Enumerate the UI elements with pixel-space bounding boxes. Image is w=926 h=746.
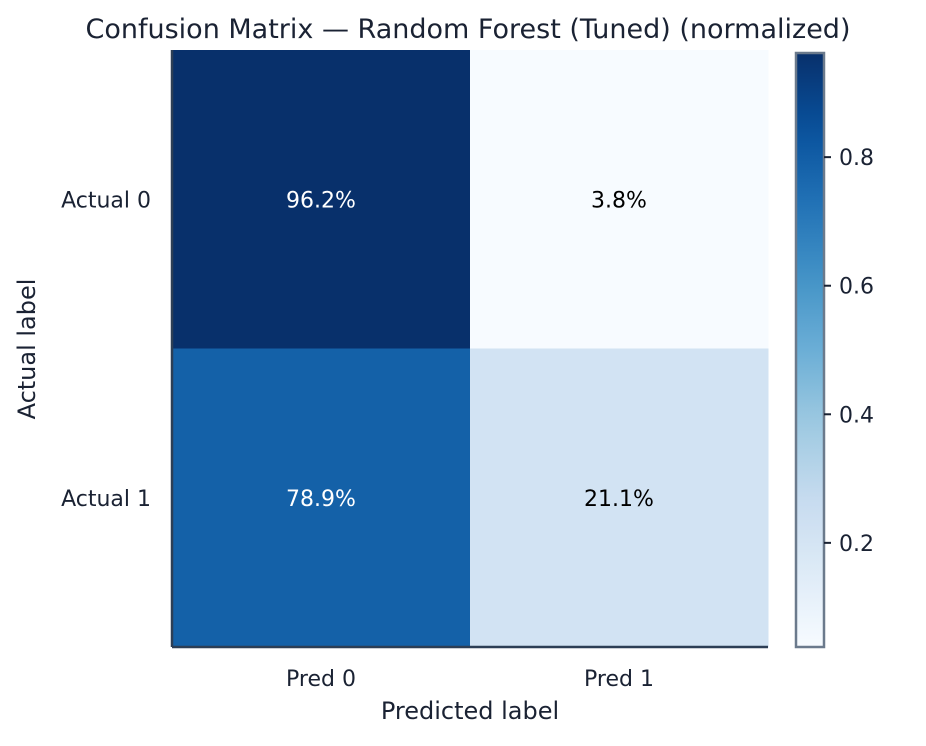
- colorbar-ticks: 0.2 0.4 0.6 0.8: [824, 146, 874, 557]
- x-tick-label-1: Pred 1: [584, 667, 654, 692]
- chart-title: Confusion Matrix — Random Forest (Tuned)…: [86, 14, 851, 45]
- cell-label-r1-c1: 21.1%: [584, 487, 654, 512]
- colorbar-tick-label-3: 0.8: [839, 146, 874, 171]
- cell-label-r1-c0: 78.9%: [286, 487, 356, 512]
- cell-r1-c1: [470, 348, 769, 648]
- colorbar-border: [794, 51, 826, 649]
- cell-label-r0-c0: 96.2%: [286, 188, 356, 213]
- colorbar-gradient: [796, 53, 824, 647]
- cell-label-r0-c1: 3.8%: [591, 188, 647, 213]
- x-axis-label: Predicted label: [381, 697, 559, 725]
- colorbar-tick-label-2: 0.6: [839, 275, 874, 300]
- cell-r1-c0: [172, 348, 471, 648]
- cell-r0-c0: [172, 50, 471, 349]
- heatmap-cells: [172, 50, 769, 648]
- y-tick-labels: Actual 0 Actual 1: [61, 188, 151, 512]
- y-tick-label-1: Actual 1: [61, 487, 151, 512]
- colorbar: 0.2 0.4 0.6 0.8: [794, 51, 874, 649]
- cell-r0-c1: [470, 50, 769, 349]
- axes-spines: [170, 50, 768, 649]
- heatmap-cell-labels: 96.2% 3.8% 78.9% 21.1%: [286, 188, 654, 512]
- x-tick-labels: Pred 0 Pred 1: [286, 667, 654, 692]
- y-axis-label: Actual label: [13, 279, 41, 420]
- colorbar-tick-label-1: 0.4: [839, 403, 874, 428]
- y-tick-label-0: Actual 0: [61, 188, 151, 213]
- x-tick-label-0: Pred 0: [286, 667, 356, 692]
- colorbar-tick-label-0: 0.2: [839, 532, 874, 557]
